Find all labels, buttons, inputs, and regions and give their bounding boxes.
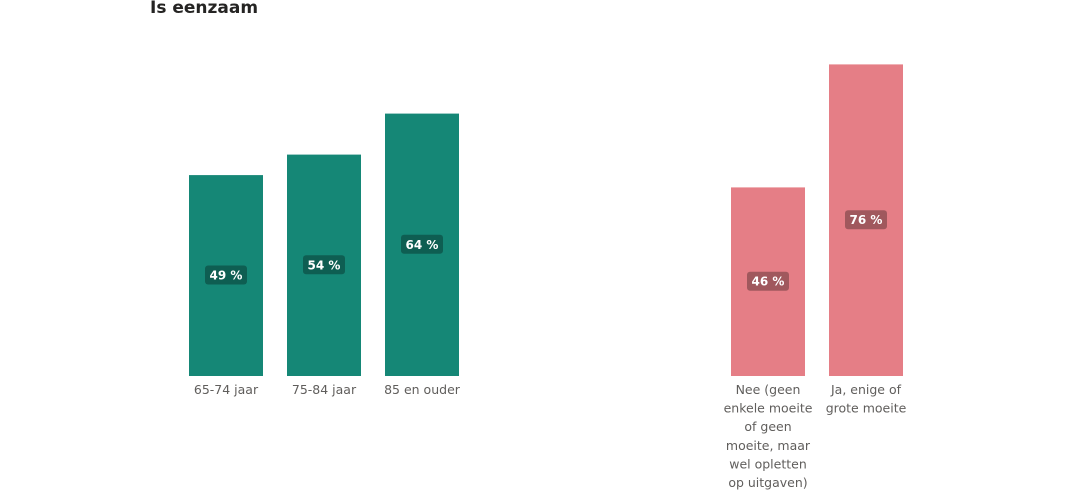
bar[interactable] [385,113,459,376]
data-label: 76 % [850,213,883,227]
category-label-line: moeite, maar [726,438,811,453]
category-label: Ja, enige of grote moeite [826,382,907,416]
category-label-line: grote moeite [826,401,907,416]
data-label: 64 % [406,238,439,252]
category-label-line: 85 en ouder [384,382,461,397]
chart-title: Is eenzaam [150,0,259,18]
category-label-line: op uitgaven) [728,475,807,490]
bar[interactable] [731,187,805,376]
category-label-line: 65-74 jaar [194,382,259,397]
data-label: 54 % [308,258,341,272]
category-label: 85 en ouder [384,382,461,397]
category-label: 65-74 jaar [194,382,259,397]
category-label-line: wel opletten [729,456,807,471]
category-label: Nee (geen enkele moeite of geen moeite, maa… [724,382,813,490]
data-label-background [747,271,789,291]
data-label: 46 % [752,275,785,289]
bar[interactable] [189,175,263,376]
category-label-line: enkele moeite [724,401,813,416]
bar[interactable] [287,154,361,376]
data-label-background [303,255,345,275]
data-label: 49 % [210,269,243,283]
category-label: 75-84 jaar [292,382,357,397]
data-label-background [845,210,887,230]
category-label-line: 75-84 jaar [292,382,357,397]
category-label-line: Nee (geen [736,382,801,397]
bar[interactable] [829,64,903,377]
category-label-line: of geen [744,419,791,434]
data-label-background [205,265,247,285]
category-label-line: Ja, enige of [830,382,902,397]
data-label-background [401,234,443,254]
